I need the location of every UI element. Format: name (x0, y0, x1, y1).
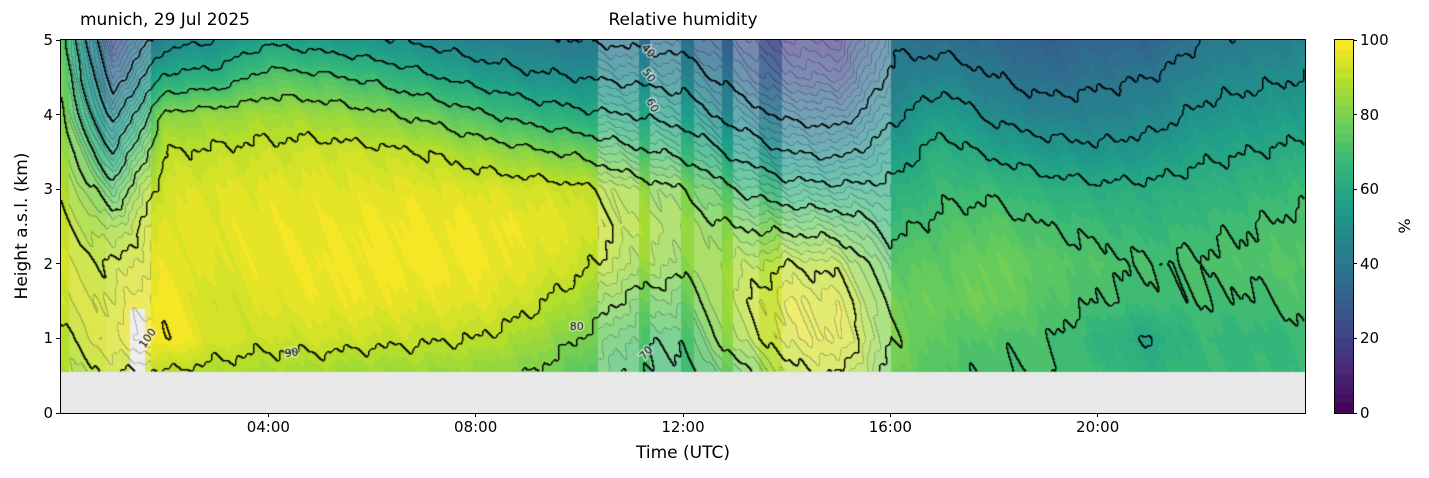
colorbar (1334, 39, 1354, 414)
colorbar-tick-mark (1353, 188, 1357, 190)
y-tick-label: 4 (43, 105, 53, 124)
x-tick-mark (682, 413, 684, 417)
y-tick-label: 2 (43, 254, 53, 273)
y-tick-label: 5 (43, 31, 53, 49)
y-tick-mark (56, 114, 60, 116)
y-axis-label: Height a.s.l. (km) (12, 152, 32, 300)
humidity-contour-canvas (61, 40, 1305, 413)
plot-area (60, 39, 1306, 414)
colorbar-tick-label: 0 (1360, 404, 1370, 422)
chart-title: Relative humidity (608, 10, 758, 30)
colorbar-tick-label: 100 (1360, 31, 1389, 49)
colorbar-tick-mark (1353, 337, 1357, 339)
colorbar-tick-mark (1353, 114, 1357, 116)
x-tick-mark (889, 413, 891, 417)
y-tick-label: 3 (43, 180, 53, 199)
x-axis-label: Time (UTC) (636, 443, 730, 463)
x-tick-mark (1097, 413, 1099, 417)
colorbar-tick-mark (1353, 263, 1357, 265)
colorbar-tick-label: 60 (1360, 180, 1380, 199)
colorbar-unit-label: % (1394, 218, 1414, 234)
colorbar-tick-label: 40 (1360, 254, 1380, 273)
x-tick-label: 08:00 (454, 418, 498, 436)
y-tick-mark (56, 39, 60, 41)
y-tick-label: 0 (43, 404, 53, 422)
y-tick-mark (56, 188, 60, 190)
x-tick-label: 16:00 (868, 418, 912, 436)
colorbar-tick-label: 80 (1360, 105, 1380, 124)
x-tick-label: 12:00 (661, 418, 705, 436)
y-tick-label: 1 (43, 329, 53, 348)
colorbar-tick-label: 20 (1360, 329, 1380, 348)
station-date-label: munich, 29 Jul 2025 (80, 10, 250, 30)
y-tick-mark (56, 412, 60, 414)
x-tick-mark (475, 413, 477, 417)
y-tick-mark (56, 263, 60, 265)
x-tick-label: 20:00 (1076, 418, 1120, 436)
colorbar-tick-mark (1353, 412, 1357, 414)
colorbar-tick-mark (1353, 39, 1357, 41)
y-tick-mark (56, 337, 60, 339)
x-tick-label: 04:00 (246, 418, 290, 436)
x-tick-mark (267, 413, 269, 417)
colorbar-gradient-canvas (1335, 40, 1353, 413)
